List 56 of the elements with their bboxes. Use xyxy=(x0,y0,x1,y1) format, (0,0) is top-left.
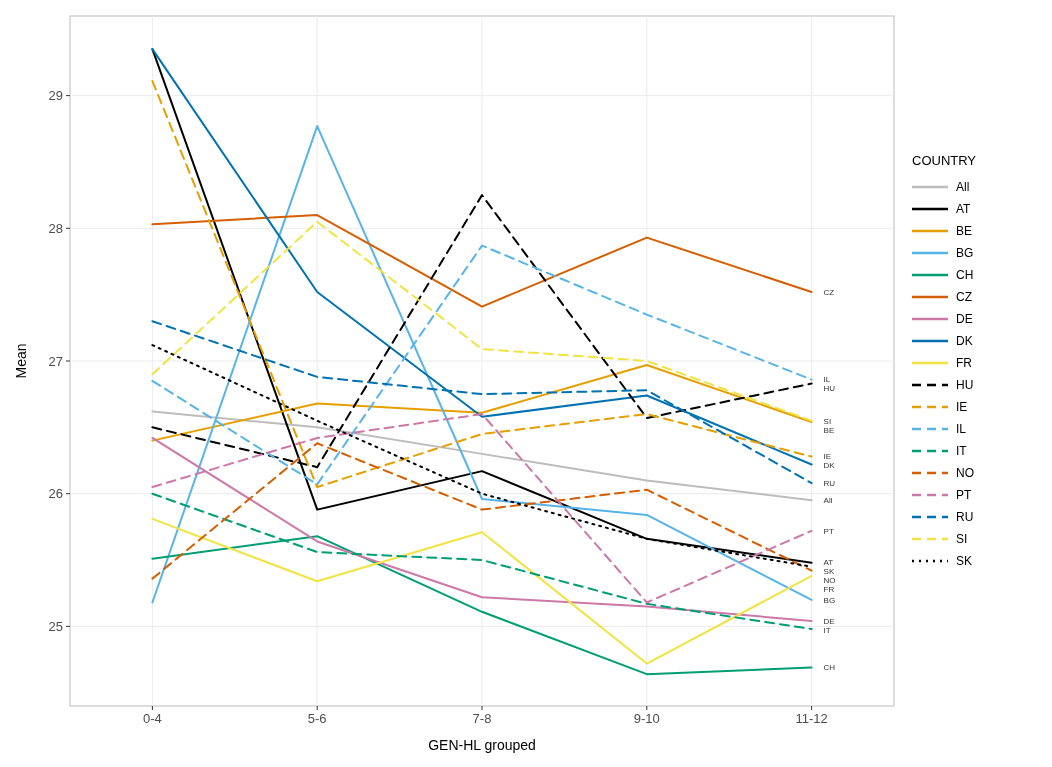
x-tick-label: 5-6 xyxy=(307,711,327,726)
legend-label: PT xyxy=(956,488,972,503)
annotation: RU xyxy=(823,478,836,488)
x-axis-title: GEN-HL grouped xyxy=(428,737,536,753)
y-tick-label: 29 xyxy=(48,88,63,104)
legend-label: DK xyxy=(956,334,973,349)
legend-label: BG xyxy=(956,246,974,261)
annotation: IE xyxy=(823,452,832,462)
annotation: SI xyxy=(823,416,832,426)
legend-label: DE xyxy=(956,312,973,327)
legend-label: CH xyxy=(956,268,974,283)
annotation: BG xyxy=(823,595,836,605)
annotation: FR xyxy=(823,585,835,595)
annotation: IT xyxy=(823,625,831,635)
y-tick-label: 25 xyxy=(48,618,63,634)
legend-label: All xyxy=(956,180,970,195)
line-series xyxy=(151,442,813,580)
legend-label: IT xyxy=(956,444,968,459)
line-series xyxy=(151,220,813,422)
annotation: HU xyxy=(823,384,836,394)
line-series xyxy=(151,517,813,665)
legend-label: BE xyxy=(956,224,973,239)
annotation: AT xyxy=(823,558,834,568)
x-tick-label: 11-12 xyxy=(795,711,828,726)
legend-label: SK xyxy=(956,554,973,569)
legend-label: FR xyxy=(956,356,973,371)
annotation: PT xyxy=(823,526,834,536)
x-tick-label: 0-4 xyxy=(143,711,162,726)
y-tick-label: 26 xyxy=(48,486,63,502)
legend-label: SI xyxy=(956,532,968,547)
annotation: BE xyxy=(823,425,835,435)
annotation: DK xyxy=(823,461,836,471)
y-axis-title: Mean xyxy=(13,343,29,379)
legend-label: AT xyxy=(956,202,972,217)
legend-label: CZ xyxy=(956,290,972,305)
x-tick-label: 9-10 xyxy=(633,711,660,726)
annotation: NO xyxy=(823,576,836,586)
line-series xyxy=(151,125,813,604)
line-series xyxy=(151,214,813,308)
line-series xyxy=(151,48,813,564)
annotation: IL xyxy=(823,375,831,385)
y-tick-label: 27 xyxy=(48,353,63,369)
y-tick-label: 28 xyxy=(48,220,63,236)
line-series xyxy=(151,410,813,502)
annotation: CH xyxy=(823,663,836,673)
annotation: All xyxy=(823,496,833,506)
legend-label: IE xyxy=(956,400,968,415)
legend-label: RU xyxy=(956,510,974,525)
legend-label: IL xyxy=(956,422,967,437)
legend-label: HU xyxy=(956,378,974,393)
x-tick-label: 7-8 xyxy=(472,711,492,726)
legend-title: COUNTRY xyxy=(912,153,977,168)
annotation: SK xyxy=(823,567,835,577)
annotation: DE xyxy=(823,616,835,626)
legend-label: NO xyxy=(956,466,974,481)
annotation: CZ xyxy=(823,287,835,297)
